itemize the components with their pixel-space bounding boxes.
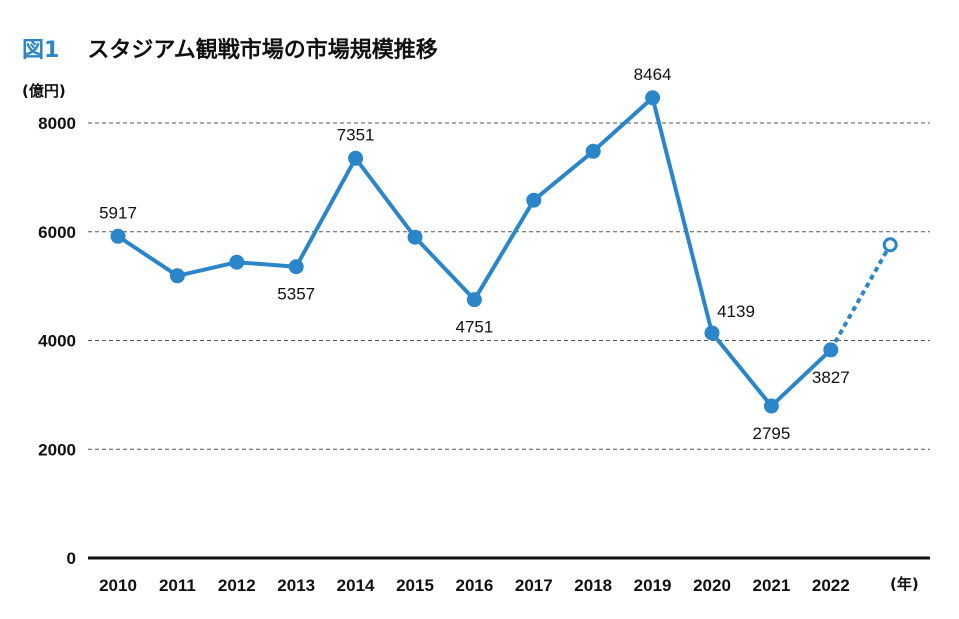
data-label: 3827 — [812, 368, 850, 387]
series-line-path — [116, 95, 833, 409]
y-axis-unit-label: (億円) — [22, 82, 66, 100]
figure-header: 図1 スタジアム観戦市場の市場規模推移 — [22, 32, 438, 64]
x-tick-label: 2012 — [218, 576, 256, 595]
axes: 0 2000 4000 6000 8000 2010 2011 2012 2013 2014 201… — [38, 114, 930, 595]
data-label: 5357 — [277, 285, 315, 304]
data-point — [407, 229, 423, 245]
data-point — [169, 268, 185, 284]
x-tick-label: 2014 — [337, 576, 375, 595]
data-label: 4751 — [455, 318, 493, 337]
forecast-line — [829, 243, 892, 351]
data-labels: 5917 5357 7351 4751 8464 4139 2795 3827 — [99, 65, 850, 443]
data-point — [229, 254, 245, 270]
y-tick-label: 4000 — [38, 332, 76, 351]
data-label: 5917 — [99, 203, 137, 222]
y-tick-label: 2000 — [38, 440, 76, 459]
forecast-point — [882, 237, 898, 253]
data-label: 4139 — [717, 302, 755, 321]
x-tick-label: 2011 — [159, 576, 196, 595]
data-point — [526, 192, 542, 208]
data-point — [466, 292, 482, 308]
y-tick-label: 0 — [67, 549, 76, 568]
x-tick-label: 2018 — [574, 576, 612, 595]
x-tick-label: 2010 — [99, 576, 137, 595]
series-line — [110, 90, 898, 414]
figure-label: 図1 — [22, 38, 60, 63]
data-point — [585, 143, 601, 159]
data-point — [763, 398, 779, 414]
data-point — [645, 90, 661, 106]
data-label: 8464 — [634, 65, 672, 84]
data-label: 7351 — [337, 125, 375, 144]
x-tick-label: 2013 — [277, 576, 315, 595]
y-tick-label: 8000 — [38, 114, 76, 133]
x-tick-label: 2017 — [515, 576, 553, 595]
data-label: 2795 — [752, 424, 790, 443]
data-point — [110, 228, 126, 244]
x-tick-label: 2016 — [455, 576, 493, 595]
x-tick-label: 2021 — [752, 576, 790, 595]
data-point — [823, 342, 839, 358]
x-tick-label: 2019 — [634, 576, 672, 595]
x-tick-label: 2022 — [812, 576, 850, 595]
data-point — [704, 325, 720, 341]
x-axis-unit-label: (年) — [890, 575, 919, 593]
figure-title: スタジアム観戦市場の市場規模推移 — [87, 38, 438, 63]
x-tick-label: 2020 — [693, 576, 731, 595]
x-tick-label: 2015 — [396, 576, 434, 595]
y-tick-label: 6000 — [38, 223, 76, 242]
data-point — [348, 150, 364, 166]
data-point — [288, 259, 304, 275]
grid-lines — [88, 122, 930, 450]
